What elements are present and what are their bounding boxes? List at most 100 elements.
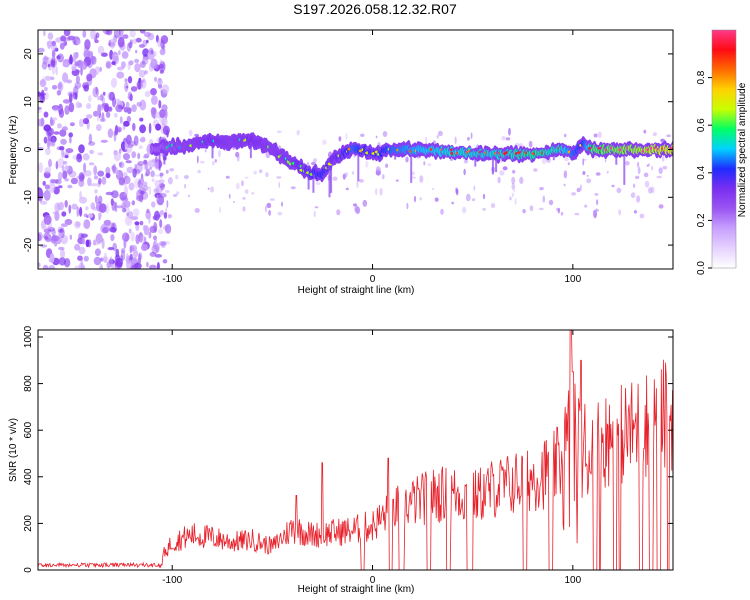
spectrogram-noise-blob (67, 35, 76, 41)
spectrogram-noise-blob (618, 209, 622, 216)
spectrogram-noise-blob (120, 248, 126, 254)
spectrogram-noise-blob (46, 40, 54, 47)
spectrogram-noise-blob (232, 200, 235, 204)
spectrogram-noise-blob (118, 161, 125, 169)
spectrogram-noise-blob (296, 129, 300, 136)
spectrogram-noise-blob (277, 130, 282, 133)
spectrogram-noise-blob (125, 134, 132, 145)
spectrogram-noise-blob (42, 180, 46, 186)
spectrogram-noise-blob (95, 32, 100, 39)
spectrogram-noise-blob (529, 205, 534, 212)
spectrogram-noise-blob (149, 251, 157, 257)
spectrogram-noise-blob (103, 219, 112, 226)
spectrogram-streak (615, 150, 618, 165)
spectrogram-noise-blob (548, 199, 554, 206)
spectrogram-noise-blob (140, 178, 145, 184)
spectrogram-noise-blob (44, 92, 49, 100)
spectrogram-noise-blob (44, 235, 48, 240)
spectrogram-noise-blob (365, 160, 369, 168)
spectrogram-y-tick-label: 10 (23, 96, 34, 108)
spectrogram-noise-blob (134, 63, 141, 73)
spectrogram-noise-blob (116, 71, 125, 79)
spectrogram-noise-blob (44, 225, 52, 230)
spectrogram-noise-blob (587, 174, 589, 177)
spectrogram-noise-blob (128, 228, 132, 234)
spectrogram-noise-blob (91, 55, 97, 65)
spectrogram-noise-blob (382, 174, 385, 180)
spectrogram-noise-blob (99, 104, 105, 111)
spectrogram-noise-blob (111, 190, 119, 199)
spectrogram-noise-blob (118, 177, 126, 186)
spectrogram-noise-blob (419, 197, 423, 201)
spectrogram-noise-blob (158, 63, 164, 69)
spectrogram-streak (623, 150, 626, 185)
spectrogram-noise-blob (154, 156, 158, 163)
spectrogram-noise-blob (133, 178, 141, 189)
spectrogram-noise-blob (156, 262, 160, 269)
spectrogram-noise-blob (160, 183, 165, 191)
colorbar-frame (711, 29, 737, 269)
spectrogram-noise-blob (482, 208, 486, 211)
spectrogram-noise-blob (103, 252, 108, 261)
spectrogram-noise-blob (437, 130, 443, 137)
spectrogram-noise-blob (490, 203, 496, 208)
spectrogram-noise-blob (44, 167, 52, 174)
spectrogram-noise-blob (105, 172, 111, 179)
spectrogram-noise-blob (136, 189, 144, 200)
spectrogram-noise-blob (82, 153, 90, 161)
spectrogram-noise-blob (149, 264, 157, 269)
spectrogram-noise-blob (124, 185, 128, 197)
spectrogram-noise-blob (60, 138, 67, 145)
spectrogram-noise-blob (146, 208, 150, 214)
spectrogram-noise-blob (266, 202, 272, 209)
spectrogram-noise-blob (129, 30, 136, 38)
spectrogram-noise-blob (436, 135, 439, 139)
spectrogram-noise-blob (313, 158, 317, 163)
spectrogram-noise-blob (648, 163, 650, 167)
spectrogram-noise-blob (68, 56, 74, 65)
spectrogram-noise-blob (107, 91, 114, 101)
colorbar-tick-label: 0.0 (696, 261, 707, 275)
spectrogram-noise-blob (281, 201, 283, 207)
spectrogram-noise-blob (168, 214, 173, 218)
spectrogram-noise-blob (242, 206, 246, 212)
spectrogram-noise-blob (99, 117, 106, 122)
spectrogram-noise-blob (153, 235, 157, 241)
spectrogram-noise-blob (596, 199, 599, 206)
snr-x-tick-label: 100 (564, 575, 581, 586)
spectrogram-noise-blob (163, 225, 169, 231)
spectrogram-noise-blob (132, 122, 136, 132)
spectrogram-y-tick-label: -10 (23, 190, 34, 205)
spectrogram-noise-blob (73, 53, 79, 60)
spectrogram-noise-blob (143, 225, 150, 236)
spectrogram-noise-blob (62, 72, 69, 83)
spectrogram-noise-blob (313, 210, 316, 218)
spectrogram-noise-blob (163, 241, 171, 245)
spectrogram-noise-blob (120, 196, 129, 202)
spectrogram-noise-blob (60, 223, 68, 228)
spectrogram-noise-blob (164, 109, 168, 119)
spectrogram-noise-blob (586, 178, 592, 184)
spectrogram-noise-blob (50, 57, 57, 68)
spectrogram-noise-blob (137, 161, 145, 166)
spectrogram-noise-blob (69, 93, 73, 103)
spectrogram-noise-blob (147, 32, 155, 41)
spectrogram-noise-blob (38, 233, 42, 242)
spectrogram-noise-blob (157, 38, 162, 48)
spectrogram-noise-blob (78, 118, 84, 128)
spectrogram-noise-blob (62, 61, 70, 68)
spectrogram-noise-blob (241, 180, 244, 187)
colorbar-tick-label: 0.6 (696, 118, 707, 132)
spectrogram-noise-blob (342, 173, 346, 180)
spectrogram-noise-blob (656, 175, 662, 179)
spectrogram-noise-blob (69, 234, 73, 240)
spectrogram-noise-blob (64, 178, 69, 182)
spectrogram-noise-blob (84, 170, 92, 177)
spectrogram-noise-blob (165, 224, 172, 234)
spectrogram-noise-blob (88, 133, 93, 144)
spectrogram-noise-blob (100, 139, 108, 143)
spectrogram-noise-blob (158, 179, 165, 184)
spectrogram-noise-blob (101, 238, 105, 250)
spectrogram-noise-blob (93, 175, 99, 180)
spectrogram-noise-blob (528, 140, 533, 148)
